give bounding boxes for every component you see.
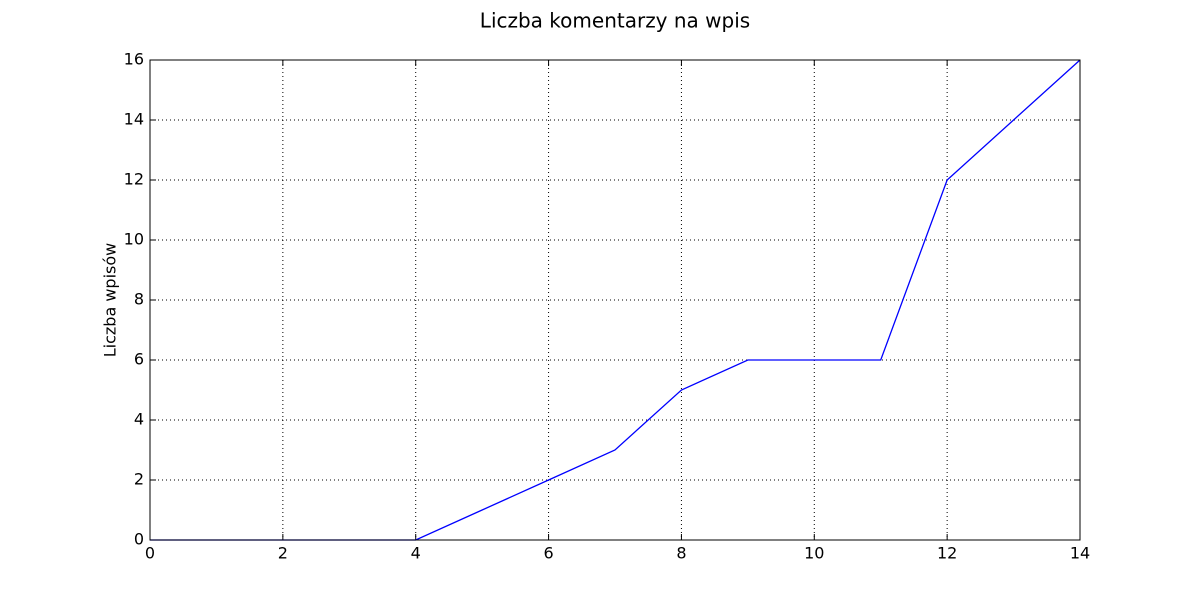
x-tick-label: 10 [804, 544, 824, 563]
plot-frame [149, 59, 1081, 541]
y-tick-label: 0 [134, 530, 144, 549]
y-tick-label: 14 [124, 110, 144, 129]
x-tick-label: 0 [145, 544, 155, 563]
y-tick-label: 12 [124, 170, 144, 189]
x-tick-label: 8 [676, 544, 686, 563]
y-tick-label: 16 [124, 50, 144, 69]
x-tick-label: 4 [411, 544, 421, 563]
x-tick-label: 12 [937, 544, 957, 563]
x-tick-label: 2 [278, 544, 288, 563]
y-tick-label: 2 [134, 470, 144, 489]
y-tick-label: 10 [124, 230, 144, 249]
y-tick-label: 8 [134, 290, 144, 309]
y-tick-label: 4 [134, 410, 144, 429]
x-tick-label: 14 [1070, 544, 1090, 563]
y-axis-label: Liczba wpisów [101, 243, 120, 358]
x-tick-label: 6 [543, 544, 553, 563]
y-tick-label: 6 [134, 350, 144, 369]
chart-title: Liczba komentarzy na wpis [480, 9, 750, 33]
